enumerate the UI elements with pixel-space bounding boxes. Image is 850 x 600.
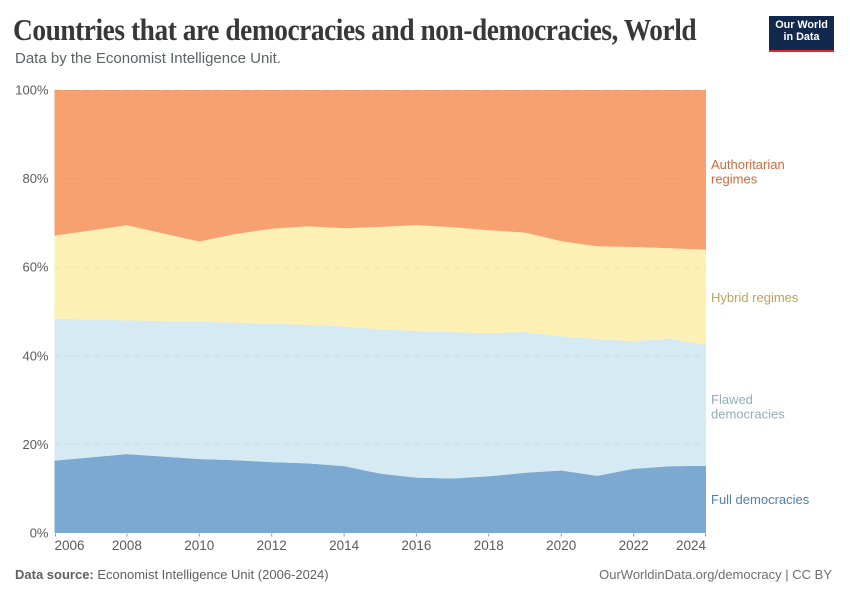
svg-text:40%: 40%: [22, 348, 48, 363]
svg-text:2014: 2014: [329, 538, 360, 553]
svg-text:0%: 0%: [30, 526, 49, 541]
svg-text:2016: 2016: [401, 538, 431, 553]
svg-text:20%: 20%: [22, 437, 48, 452]
svg-text:80%: 80%: [22, 171, 48, 186]
svg-text:2006: 2006: [55, 538, 85, 553]
svg-text:Authoritarian: Authoritarian: [711, 157, 785, 172]
svg-text:2020: 2020: [546, 538, 576, 553]
svg-text:Flawed: Flawed: [711, 392, 753, 407]
svg-text:Hybrid regimes: Hybrid regimes: [711, 290, 799, 305]
svg-text:60%: 60%: [22, 260, 48, 275]
svg-text:Full democracies: Full democracies: [711, 492, 810, 507]
svg-text:2010: 2010: [184, 538, 214, 553]
svg-text:2012: 2012: [257, 538, 287, 553]
svg-text:2024: 2024: [676, 538, 707, 553]
svg-text:regimes: regimes: [711, 172, 758, 187]
svg-text:100%: 100%: [15, 83, 49, 98]
svg-text:2008: 2008: [112, 538, 142, 553]
svg-text:2018: 2018: [474, 538, 504, 553]
svg-text:democracies: democracies: [711, 406, 785, 421]
svg-text:2022: 2022: [619, 538, 649, 553]
